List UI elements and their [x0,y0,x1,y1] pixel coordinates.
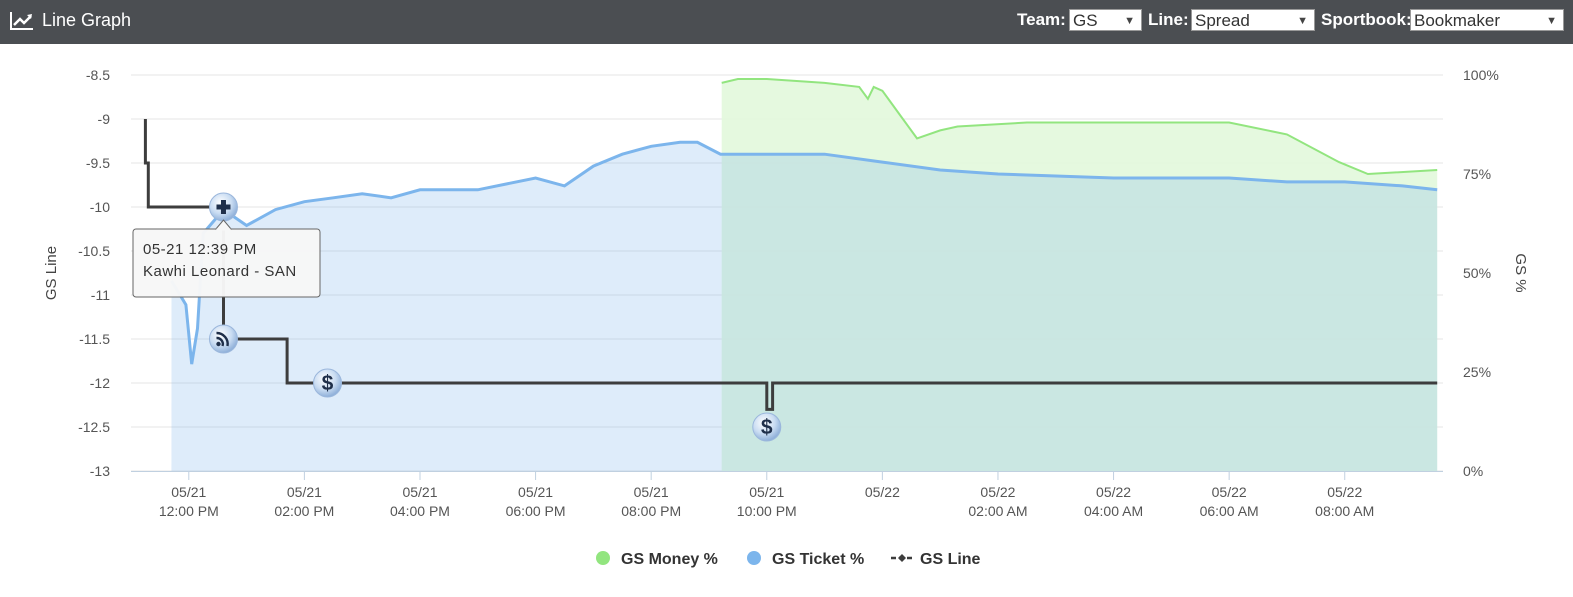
event-marker-circle [208,324,238,354]
y-tick-label: -12.5 [78,419,110,435]
tooltip-line-1: 05-21 12:39 PM [143,241,257,258]
y2-tick-label: 25% [1463,364,1491,380]
line-chart: -8.5 -9 -9.5 -10 -10.5 -11 -11.5 -12 -12.5 -13 100… [43,67,1529,568]
dollar-icon: $ [322,372,334,395]
event-marker-rss[interactable] [208,324,238,354]
x-tick-time: 12:00 PM [159,503,219,519]
money-series-line [721,78,1438,176]
event-marker-circle [313,368,343,398]
gs-line-series [143,119,1438,411]
chevron-down-icon: ▼ [1546,15,1557,27]
line-label: Line: [1148,10,1189,29]
legend-item[interactable]: GS Money % [596,551,718,568]
line-select-value: Spread [1195,11,1250,30]
y2-tick-label: 75% [1463,166,1491,182]
rss-icon [216,331,229,347]
x-tick-time: 08:00 PM [621,503,681,519]
sportsbook-select-value: Bookmaker [1414,11,1500,30]
y-tick-label: -11.5 [79,331,110,347]
y2-tick-label: 0% [1463,463,1483,479]
sportsbook-select[interactable]: Bookmaker ▼ [1410,9,1564,31]
chart-title-text: Line Graph [42,10,132,30]
x-tick-time: 10:00 PM [737,503,797,519]
y2-axis-title: GS % [1512,253,1529,292]
x-tick-time: 02:00 PM [274,503,334,519]
legend-label: GS Ticket % [772,551,864,568]
rss-icon-dot [216,341,221,347]
chevron-down-icon: ▼ [1124,15,1135,27]
chart-title: Line Graph [10,10,131,31]
x-tick-time: 04:00 AM [1084,503,1143,519]
tooltip-line-2: Kawhi Leonard - SAN [143,263,297,280]
y-axis-title: GS Line [43,246,60,300]
event-marker-plus[interactable] [208,192,238,222]
team-select-value: GS [1073,11,1098,30]
x-tick-date: 05/22 [980,484,1015,500]
y-tick-label: -10.5 [78,243,110,259]
x-tick-date: 05/21 [518,484,553,500]
x-tick-time: 06:00 PM [506,503,566,519]
ticket-area [171,142,1438,472]
x-tick-time: 02:00 AM [968,503,1027,519]
legend-marker [596,551,610,565]
y-tick-label: -8.5 [86,67,110,83]
rss-icon-arc [216,336,225,347]
y-tick-label: -10 [90,199,110,215]
y2-tick-label: 100% [1463,67,1499,83]
chevron-down-icon: ▼ [1297,15,1308,27]
tooltip-pointer [215,219,232,230]
x-tick-date: 05/21 [287,484,322,500]
sportsbook-label: Sportbook: [1321,10,1412,29]
event-marker-circle [752,412,782,442]
x-tick-date: 05/22 [1096,484,1131,500]
team-select[interactable]: GS ▼ [1069,9,1142,31]
line-select[interactable]: Spread ▼ [1191,9,1315,31]
y-tick-label: -13 [90,463,110,479]
x-tick-date: 05/22 [865,484,900,500]
x-tick-date: 05/21 [402,484,437,500]
y-tick-label: -9 [98,111,111,127]
rss-icon-arc [216,331,229,347]
line-graph-icon [10,11,33,30]
event-marker-dollar[interactable]: $ [313,368,343,398]
x-tick-time: 08:00 AM [1315,503,1374,519]
team-label: Team: [1017,10,1066,29]
x-tick-date: 05/22 [1327,484,1362,500]
y-tick-label: -9.5 [86,155,110,171]
x-tick-date: 05/22 [1212,484,1247,500]
y-tick-label: -11 [91,287,110,303]
marker-tooltip: 05-21 12:39 PM Kawhi Leonard - SAN [132,219,321,298]
legend-marker [747,551,761,565]
money-area [721,79,1438,471]
plus-icon-bar [220,200,226,214]
y2-tick-label: 50% [1463,265,1491,281]
x-tick-time: 06:00 AM [1200,503,1259,519]
x-tick-date: 05/21 [634,484,669,500]
legend-label: GS Money % [621,551,718,568]
legend-item[interactable]: GS Line [891,551,981,568]
legend-label: GS Line [920,551,981,568]
dollar-icon: $ [761,416,773,439]
x-tick-date: 05/21 [749,484,784,500]
y-tick-label: -12 [90,375,110,391]
x-tick-date: 05/21 [171,484,206,500]
x-tick-time: 04:00 PM [390,503,450,519]
plus-icon [216,200,231,214]
legend-item[interactable]: GS Ticket % [747,551,864,568]
legend-marker [898,554,906,562]
chart-header: Line Graph Team: GS ▼ Line: Spread ▼ Spo… [0,0,1573,44]
event-marker-dollar[interactable]: $ [752,412,782,442]
